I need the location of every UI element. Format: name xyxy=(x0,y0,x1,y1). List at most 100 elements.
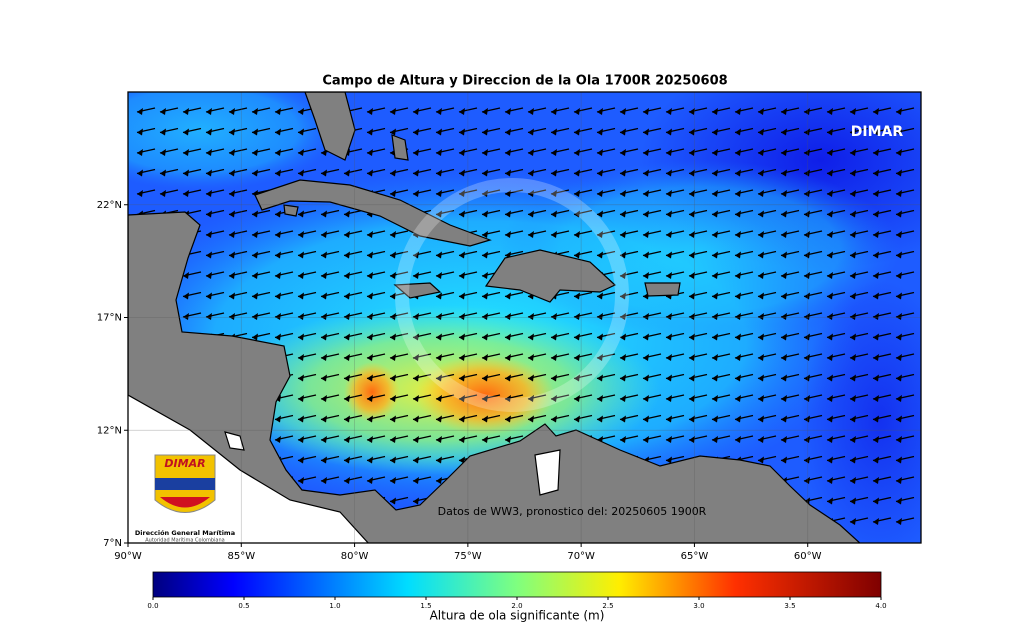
arrow-head xyxy=(528,333,534,341)
arrow-head xyxy=(229,169,235,177)
arrow-head xyxy=(413,477,419,484)
arrow-head xyxy=(781,190,787,197)
arrow-head xyxy=(206,108,212,115)
arrow-head xyxy=(183,128,189,136)
arrow-head xyxy=(160,128,166,136)
arrow-head xyxy=(321,292,327,300)
arrow-head xyxy=(735,272,741,279)
logo-wordmark: DIMAR xyxy=(164,457,205,470)
arrow-head xyxy=(137,190,143,197)
arrow-head xyxy=(229,128,235,136)
colorbar-tick-label: 1.0 xyxy=(329,602,340,610)
arrow-head xyxy=(712,169,718,177)
arrow-head xyxy=(758,251,764,259)
arrow-head xyxy=(390,313,396,320)
arrow-head xyxy=(804,477,810,484)
arrow-head xyxy=(873,456,879,464)
arrow-head xyxy=(390,477,396,484)
arrow-head xyxy=(850,128,856,136)
arrow-head xyxy=(459,272,465,279)
arrow-head xyxy=(298,313,304,320)
arrow-head xyxy=(229,210,235,218)
arrow-head xyxy=(850,169,856,177)
arrow-head xyxy=(735,374,741,382)
map-title: Campo de Altura y Direccion de la Ola 17… xyxy=(322,74,727,89)
arrow-head xyxy=(459,190,465,197)
y-tick-label: 22°N xyxy=(97,200,122,211)
arrow-head xyxy=(574,292,580,300)
arrow-head xyxy=(551,374,557,382)
arrow-head xyxy=(298,333,304,341)
arrow-head xyxy=(436,149,442,156)
arrow-head xyxy=(896,149,902,156)
arrow-head xyxy=(551,149,557,156)
arrow-head xyxy=(850,395,856,402)
arrow-head xyxy=(781,395,787,402)
arrow-head xyxy=(344,210,350,218)
arrow-head xyxy=(528,190,534,197)
arrow-head xyxy=(666,415,672,423)
arrow-head xyxy=(344,231,350,238)
arrow-head xyxy=(712,231,718,238)
arrow-head xyxy=(229,292,235,300)
arrow-head xyxy=(459,292,465,300)
arrow-head xyxy=(505,374,511,382)
arrow-head xyxy=(758,374,764,382)
arrow-head xyxy=(643,333,649,341)
arrow-head xyxy=(390,231,396,238)
arrow-head xyxy=(413,149,419,156)
arrow-head xyxy=(735,395,741,402)
arrow-head xyxy=(344,292,350,300)
x-tick-label: 90°W xyxy=(114,551,142,562)
arrow-head xyxy=(873,272,879,279)
arrow-head xyxy=(206,313,212,320)
arrow-head xyxy=(459,251,465,259)
arrow-head xyxy=(367,128,373,136)
arrow-head xyxy=(873,333,879,341)
arrow-head xyxy=(528,149,534,156)
arrow-head xyxy=(827,108,833,115)
arrow-head xyxy=(850,292,856,300)
arrow-head xyxy=(298,354,304,361)
y-tick-label: 17°N xyxy=(97,313,122,324)
arrow-head xyxy=(896,354,902,361)
arrow-head xyxy=(896,313,902,320)
arrow-head xyxy=(551,333,557,341)
arrow-head xyxy=(689,354,695,361)
arrow-head xyxy=(505,313,511,320)
arrow-head xyxy=(160,169,166,177)
arrow-head xyxy=(643,436,649,443)
arrow-head xyxy=(689,415,695,423)
arrow-head xyxy=(275,108,281,115)
arrow-head xyxy=(643,210,649,218)
arrow-head xyxy=(367,436,373,443)
arrow-head xyxy=(505,354,511,361)
arrow-head xyxy=(528,354,534,361)
arrow-head xyxy=(850,313,856,320)
colorbar-tick-label: 2.5 xyxy=(602,602,613,610)
arrow-head xyxy=(528,374,534,382)
arrow-head xyxy=(712,128,718,136)
arrow-head xyxy=(781,108,787,115)
arrow-head xyxy=(505,333,511,341)
arrow-head xyxy=(666,436,672,443)
arrow-head xyxy=(620,292,626,300)
arrow-head xyxy=(367,415,373,423)
arrow-head xyxy=(505,292,511,300)
arrow-head xyxy=(367,149,373,156)
arrow-head xyxy=(528,169,534,177)
arrow-head xyxy=(482,374,488,382)
arrow-head xyxy=(390,497,396,505)
arrow-head xyxy=(666,149,672,156)
arrow-head xyxy=(390,251,396,259)
arrow-head xyxy=(459,436,465,443)
arrow-head xyxy=(367,108,373,115)
arrow-head xyxy=(781,333,787,341)
arrow-head xyxy=(850,415,856,423)
arrow-head xyxy=(367,313,373,320)
arrow-head xyxy=(666,395,672,402)
arrow-head xyxy=(597,128,603,136)
arrow-head xyxy=(896,210,902,218)
arrow-head xyxy=(275,292,281,300)
arrow-head xyxy=(505,210,511,218)
